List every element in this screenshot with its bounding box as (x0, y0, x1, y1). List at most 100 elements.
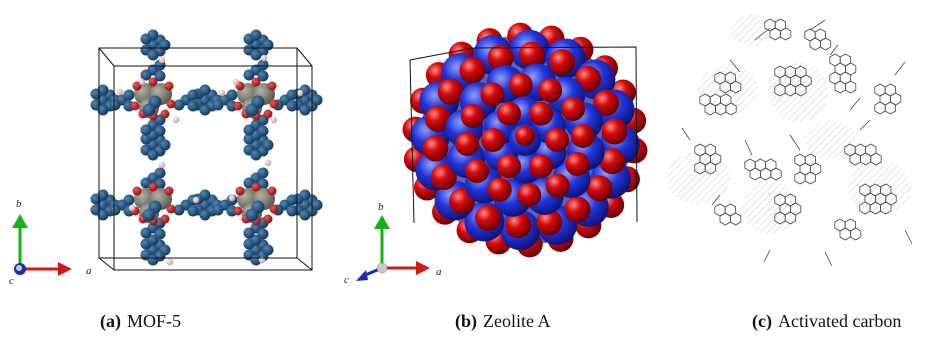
hydrogen-atom (192, 196, 200, 204)
carbon-ring (780, 27, 792, 41)
carbon-graphene-fragments (681, 18, 913, 267)
carbon-ring (719, 212, 731, 226)
oxygen-atom (601, 118, 628, 145)
hydrogen-atom (260, 54, 268, 62)
caption-zeolite-a: (b) Zeolite A (455, 311, 550, 332)
carbon-ring (844, 80, 857, 94)
linker-atom (123, 89, 135, 101)
carbon-ring (839, 227, 851, 241)
oxygen-atom (269, 204, 279, 214)
carbon-bond (829, 44, 839, 56)
hydrogen-atom (128, 204, 136, 212)
oxygen-atom (474, 204, 501, 231)
oxygen-atom (422, 135, 449, 162)
hydrogen-atom (138, 78, 146, 86)
oxygen-atom (233, 101, 243, 111)
carbon-bond (744, 139, 753, 156)
hydrogen-atom (270, 116, 278, 124)
mof5-unit-cell-box (98, 47, 313, 271)
linker-atom (286, 194, 298, 206)
linker-atom (187, 89, 199, 101)
activated-carbon-structure-panel (660, 0, 927, 300)
axis-label-a: a (436, 266, 442, 278)
linker-atom (97, 104, 109, 116)
oxygen-atom (437, 78, 464, 105)
oxygen-atom (251, 182, 261, 192)
carbon-bond (754, 27, 771, 41)
axis-label-b: b (16, 198, 22, 210)
linker-atom (262, 139, 274, 151)
linker-atom (154, 167, 166, 179)
linker-atom (199, 189, 211, 201)
oxygen-atom (518, 41, 545, 68)
carbon-ring (884, 101, 897, 115)
oxygen-atom (487, 44, 514, 71)
mof5-structure-image: b a c (9, 29, 323, 287)
pore-hatch-region (742, 182, 798, 234)
oxygen-atom (545, 128, 569, 152)
linker-atom (250, 29, 262, 41)
pore-hatch-region (730, 14, 774, 46)
linker-atom (140, 227, 152, 239)
carbon-ring (804, 171, 817, 185)
carbon-ring (859, 152, 872, 166)
carbon-atom (245, 208, 259, 222)
carbon-bond (789, 134, 801, 151)
linker-atom (286, 89, 298, 101)
carbon-ring (784, 211, 797, 225)
linker-atom (140, 124, 152, 136)
hydrogen-atom (166, 258, 174, 266)
caption-letter: (a) (100, 311, 121, 331)
carbon-atom (245, 103, 259, 117)
zeolite-atoms (402, 22, 648, 258)
axis-label-c: c (344, 274, 349, 286)
oxygen-atom (570, 123, 595, 148)
activated-carbon-structure-image (666, 14, 913, 267)
oxygen-atom (517, 182, 542, 207)
linker-atom (286, 100, 298, 112)
oxygen-atom (251, 77, 261, 87)
oxygen-atom (166, 99, 176, 109)
linker-atom (159, 39, 171, 51)
carbon-atom (142, 103, 156, 117)
oxygen-atom (263, 214, 273, 224)
linker-atom (243, 227, 255, 239)
carbon-ring (704, 161, 716, 175)
carbon-ring (760, 167, 772, 181)
carbon-bond (711, 194, 721, 206)
carbon-ring (794, 171, 806, 185)
oxygen-atom (505, 212, 532, 239)
pore-hatch-region (848, 162, 912, 214)
carbon-ring (849, 152, 861, 166)
linker-atom (154, 70, 166, 82)
caption-text: MOF-5 (127, 311, 182, 331)
carbon-bond (904, 229, 913, 245)
oxygen-atom (164, 81, 174, 91)
oxygen-atom (480, 82, 505, 107)
caption-mof5: (a) MOF-5 (100, 311, 181, 332)
linker-atom (257, 70, 269, 82)
oxygen-atom (424, 105, 451, 132)
carbon-bond (824, 251, 833, 267)
oxygen-atom (515, 126, 535, 146)
oxygen-atom (599, 148, 626, 175)
oxygen-atom (148, 182, 158, 192)
linker-atom (250, 149, 262, 161)
carbon-atom (142, 208, 156, 222)
oxygen-atom (430, 164, 457, 191)
oxygen-atom (487, 177, 512, 202)
linker-atom (257, 228, 269, 240)
oxygen-atom (233, 206, 243, 216)
hydrogen-atom (172, 116, 180, 124)
linker-atom (147, 29, 159, 41)
linker-atom (140, 69, 152, 81)
carbon-ring (870, 152, 882, 166)
carbon-bond (859, 119, 871, 131)
linker-atom (97, 189, 109, 201)
hydrogen-atom (158, 56, 166, 64)
linker-atom (257, 167, 269, 179)
zeolite-axis-triad: b a c (344, 201, 442, 286)
linker-atom (109, 204, 121, 216)
carbon-ring (819, 37, 832, 51)
hydrogen-atom (264, 159, 272, 167)
